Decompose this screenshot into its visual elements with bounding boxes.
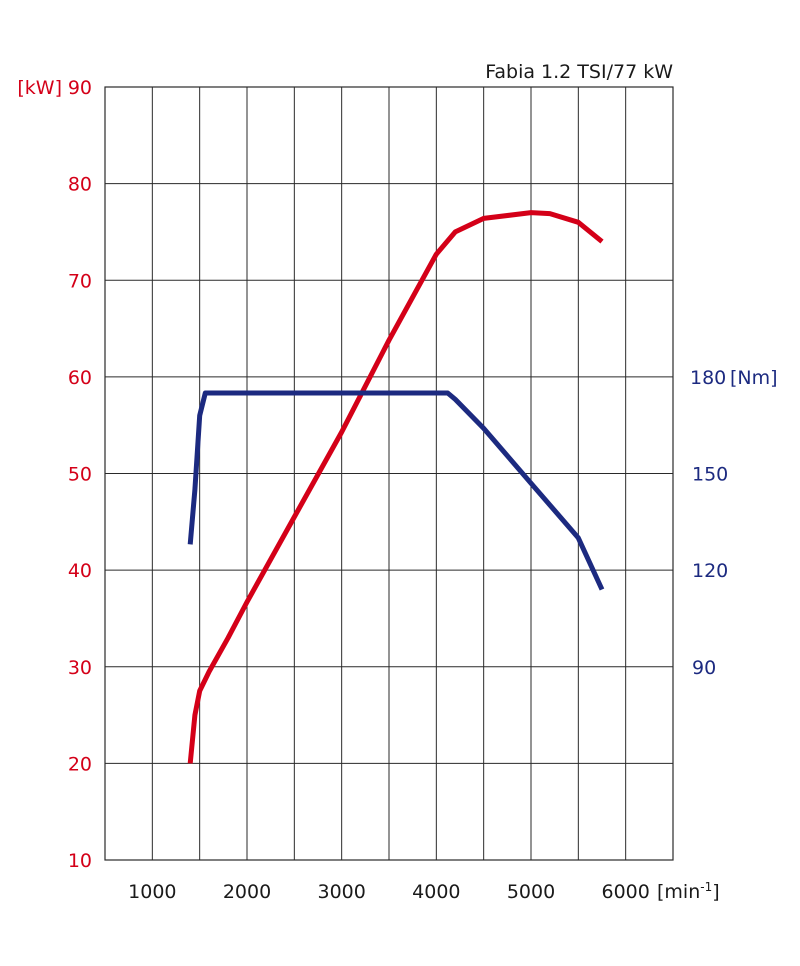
left-axis-tick-label: 70 — [68, 270, 92, 292]
torque-curve-line — [187, 390, 605, 591]
x-axis-unit-label-close: ] — [712, 881, 719, 903]
plot-frame — [104, 86, 674, 861]
power-curve-line — [187, 210, 604, 764]
left-axis-ticks: 10 20 30 40 50 60 70 80 90 — [68, 77, 92, 872]
right-axis-tick-label: 90 — [692, 657, 716, 679]
x-axis-tick-label: 2000 — [223, 881, 271, 903]
right-axis-unit-label: [Nm] — [730, 367, 778, 389]
x-axis-unit-label-sup: -1 — [700, 880, 712, 894]
left-axis-tick-label: 30 — [68, 657, 92, 679]
left-axis-tick-label: 20 — [68, 753, 92, 775]
x-axis-tick-label: 1000 — [128, 881, 176, 903]
x-axis-tick-label: 5000 — [507, 881, 555, 903]
left-axis-tick-label: 40 — [68, 560, 92, 582]
x-axis-tick-label: 6000 — [601, 881, 649, 903]
right-axis-tick-label: 120 — [692, 560, 728, 582]
chart-grid — [105, 87, 673, 860]
x-axis-tick-label: 4000 — [412, 881, 460, 903]
left-axis-tick-label: 80 — [68, 174, 92, 196]
series-layer — [187, 210, 605, 764]
left-axis-tick-label: 50 — [68, 464, 92, 486]
left-axis-tick-label: 10 — [68, 850, 92, 872]
left-axis-tick-label: 60 — [68, 367, 92, 389]
right-axis-ticks: 90 120 150 180 — [690, 367, 728, 679]
x-axis-unit-label-main: [min — [657, 881, 700, 903]
right-axis-tick-label: 150 — [692, 464, 728, 486]
right-axis-tick-label: 180 — [690, 367, 726, 389]
left-axis-tick-label: 90 — [68, 77, 92, 99]
chart-title: Fabia 1.2 TSI/77 kW — [485, 61, 673, 83]
x-axis-ticks: 1000 2000 3000 4000 5000 6000 — [128, 881, 650, 903]
x-axis-unit-label: [min-1] — [657, 880, 720, 903]
x-axis-tick-label: 3000 — [317, 881, 365, 903]
left-axis-unit-label: [kW] — [17, 77, 62, 99]
